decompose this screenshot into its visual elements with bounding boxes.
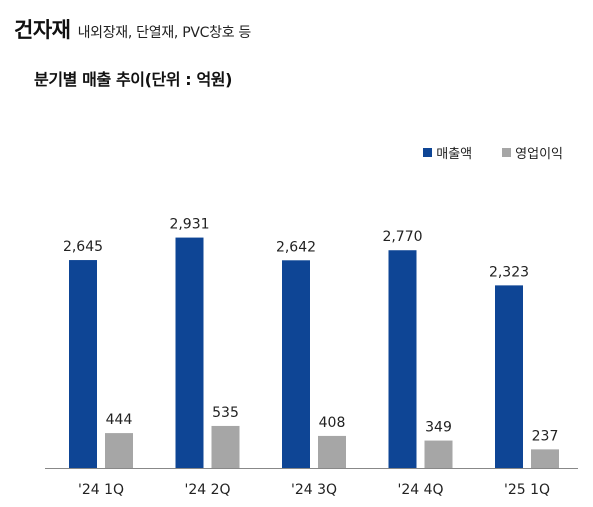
- data-label-operating-profit: 444: [106, 412, 133, 428]
- bar-operating-profit: [531, 449, 559, 468]
- legend-label-operating-profit: 영업이익: [515, 147, 563, 162]
- x-tick-label: '25 1Q: [504, 482, 550, 498]
- header: 건자재 내외장재, 단열재, PVC창호 등: [14, 14, 251, 44]
- legend-swatch-sales: [423, 148, 433, 157]
- legend: 매출액 영업이익: [423, 143, 563, 162]
- data-label-operating-profit: 237: [532, 428, 559, 444]
- data-label-sales: 2,323: [489, 264, 529, 280]
- chart-title: 분기별 매출 추이(단위 : 억원): [34, 70, 233, 89]
- x-tick-label: '24 1Q: [78, 482, 124, 498]
- bar-sales: [495, 285, 523, 468]
- legend-swatch-operating-profit: [502, 148, 512, 157]
- bar-operating-profit: [211, 425, 240, 468]
- legend-item-sales: 매출액: [423, 143, 472, 162]
- data-label-operating-profit: 535: [212, 405, 239, 421]
- x-tick-label: '24 2Q: [184, 482, 230, 498]
- section-subtitle: 내외장재, 단열재, PVC창호 등: [77, 25, 252, 41]
- section-title: 건자재: [14, 18, 71, 42]
- legend-label-sales: 매출액: [436, 147, 473, 162]
- bar-sales: [175, 237, 204, 468]
- bar-operating-profit: [424, 440, 453, 468]
- data-label-operating-profit: 349: [425, 420, 452, 436]
- legend-item-operating-profit: 영업이익: [502, 143, 563, 162]
- bar-operating-profit: [105, 433, 133, 468]
- data-label-sales: 2,645: [63, 239, 103, 255]
- x-tick-label: '24 4Q: [397, 482, 443, 498]
- data-label-sales: 2,931: [169, 217, 209, 233]
- data-label-operating-profit: 408: [319, 415, 346, 431]
- data-label-sales: 2,642: [276, 239, 316, 255]
- data-label-sales: 2,770: [382, 229, 422, 245]
- bar-sales: [69, 260, 97, 468]
- bar-sales: [282, 260, 310, 468]
- bar-operating-profit: [318, 435, 346, 468]
- bar-sales: [388, 250, 417, 468]
- x-tick-label: '24 3Q: [291, 482, 337, 498]
